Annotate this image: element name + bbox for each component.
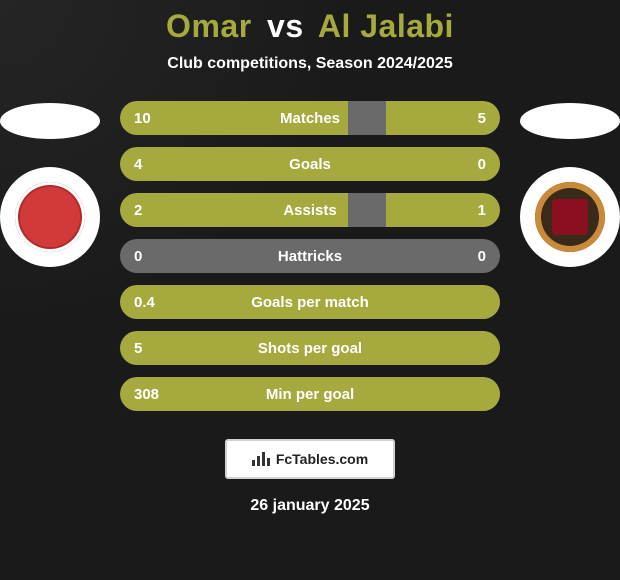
left-side bbox=[0, 101, 110, 267]
stat-label: Matches bbox=[280, 110, 340, 127]
player2-name: Al Jalabi bbox=[318, 8, 454, 44]
stat-row: 308 Min per goal bbox=[120, 377, 500, 411]
content-area: 10 5 Matches 4 0 Goals 2 1 Assists 0 0 Hattricks 0.4… bbox=[0, 101, 620, 411]
player2-club-badge bbox=[520, 167, 620, 267]
brand-logo[interactable]: FcTables.com bbox=[225, 439, 395, 479]
value-left: 4 bbox=[134, 156, 142, 173]
stat-row: 5 Shots per goal bbox=[120, 331, 500, 365]
value-right: 0 bbox=[478, 156, 486, 173]
club-crest-icon bbox=[535, 182, 605, 252]
value-left: 308 bbox=[134, 386, 159, 403]
comparison-card: Omar vs Al Jalabi Club competitions, Sea… bbox=[0, 0, 620, 580]
value-left: 5 bbox=[134, 340, 142, 357]
stat-label: Goals per match bbox=[251, 294, 369, 311]
value-left: 2 bbox=[134, 202, 142, 219]
value-left: 0.4 bbox=[134, 294, 155, 311]
subtitle: Club competitions, Season 2024/2025 bbox=[167, 55, 452, 73]
right-side bbox=[510, 101, 620, 267]
value-right: 5 bbox=[478, 110, 486, 127]
stat-label: Shots per goal bbox=[258, 340, 362, 357]
stat-row: 2 1 Assists bbox=[120, 193, 500, 227]
player1-club-badge bbox=[0, 167, 100, 267]
stat-row: 10 5 Matches bbox=[120, 101, 500, 135]
player1-name: Omar bbox=[166, 8, 252, 44]
page-title: Omar vs Al Jalabi bbox=[166, 8, 454, 45]
stat-row: 4 0 Goals bbox=[120, 147, 500, 181]
stat-label: Goals bbox=[289, 156, 331, 173]
stat-row: 0 0 Hattricks bbox=[120, 239, 500, 273]
value-left: 0 bbox=[134, 248, 142, 265]
stat-label: Hattricks bbox=[278, 248, 342, 265]
value-right: 1 bbox=[478, 202, 486, 219]
stat-label: Assists bbox=[283, 202, 336, 219]
bar-chart-icon bbox=[252, 452, 270, 466]
value-left: 10 bbox=[134, 110, 151, 127]
value-right: 0 bbox=[478, 248, 486, 265]
stat-label: Min per goal bbox=[266, 386, 354, 403]
player1-head-placeholder bbox=[0, 103, 100, 139]
player2-head-placeholder bbox=[520, 103, 620, 139]
vs-label: vs bbox=[267, 8, 304, 44]
stat-row: 0.4 Goals per match bbox=[120, 285, 500, 319]
brand-text: FcTables.com bbox=[276, 451, 368, 467]
stats-list: 10 5 Matches 4 0 Goals 2 1 Assists 0 0 Hattricks 0.4… bbox=[120, 101, 500, 411]
date-label: 26 january 2025 bbox=[250, 497, 369, 515]
club-crest-icon bbox=[15, 182, 85, 252]
